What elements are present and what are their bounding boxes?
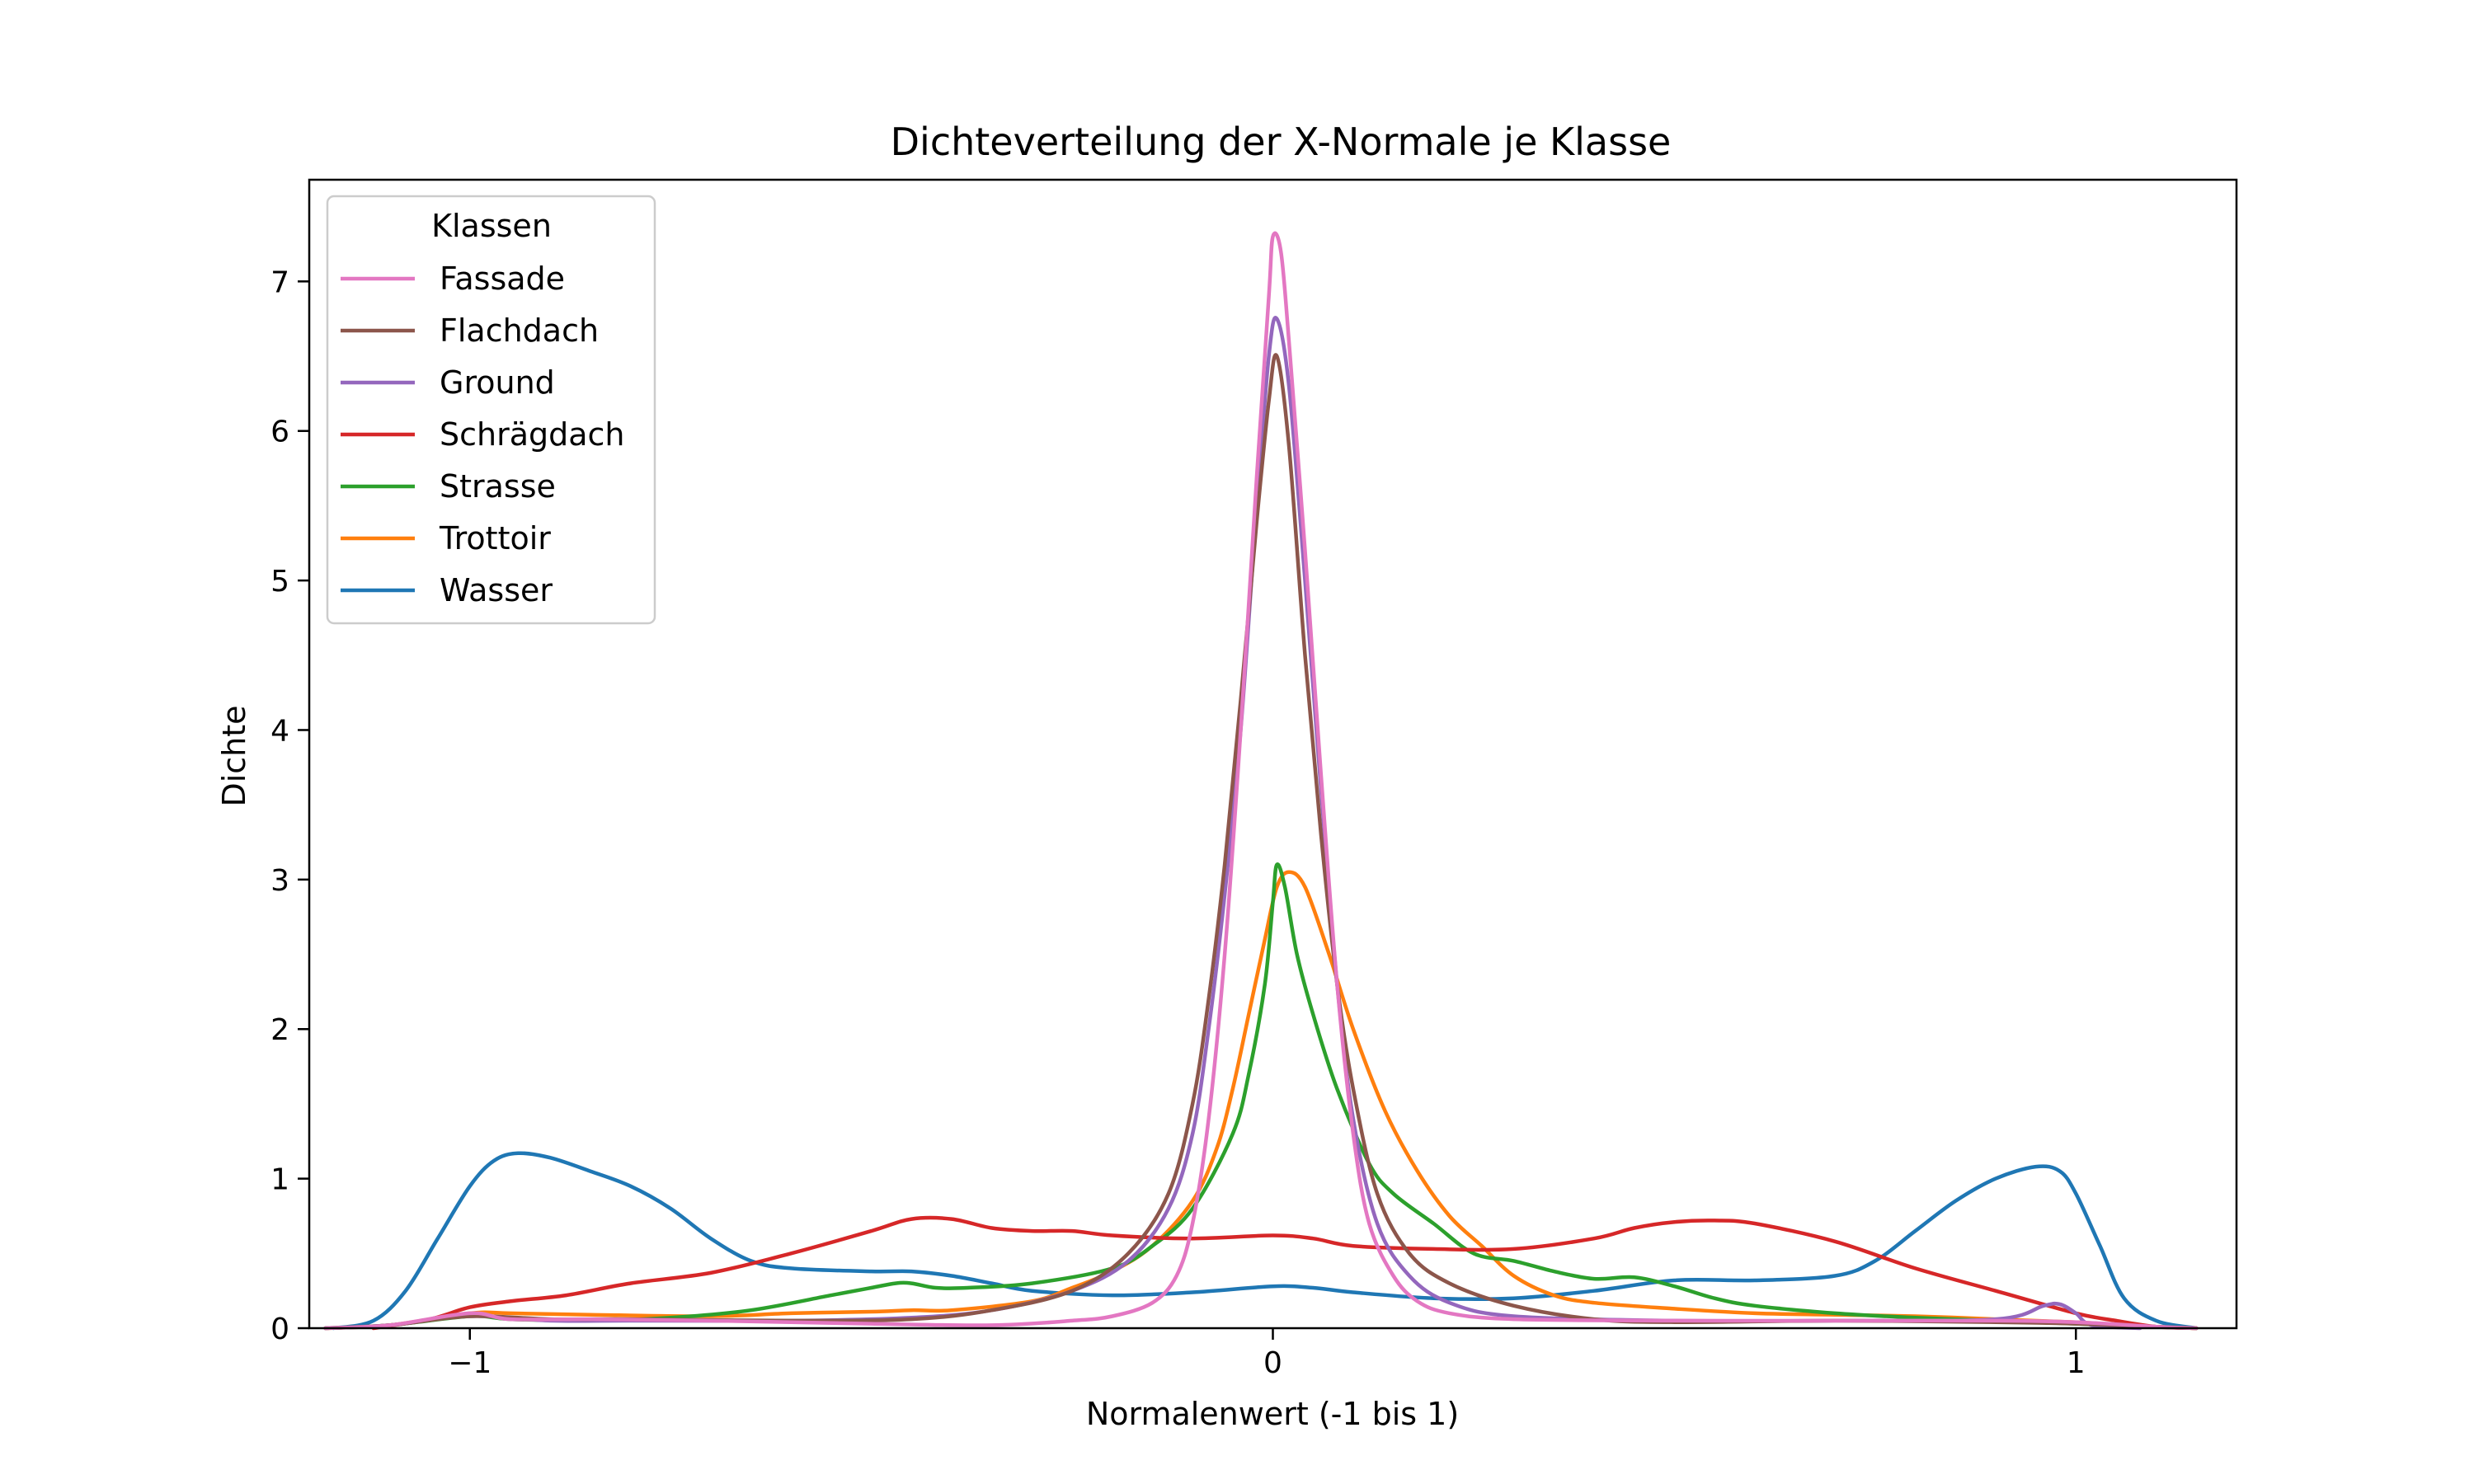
x-tick-label: 0 (1263, 1346, 1282, 1380)
y-tick-label: 6 (270, 416, 289, 449)
series-line-trottoir (323, 870, 2199, 1331)
y-tick-label: 5 (270, 565, 289, 599)
legend-label: Flachdach (440, 312, 599, 349)
legend-box (326, 195, 656, 625)
legend-label: Trottoir (439, 520, 551, 556)
legend-label: Strasse (440, 468, 556, 505)
y-tick-label: 2 (270, 1013, 289, 1047)
series-line-wasser (331, 1151, 2199, 1331)
y-tick-label: 4 (270, 714, 289, 748)
x-axis: −1 0 1 (448, 1328, 2086, 1380)
legend-item-flachdach: Flachdach (341, 312, 599, 349)
legend-item-ground: Ground (341, 364, 555, 401)
legend-label: Wasser (440, 572, 553, 608)
series-line-fassade (323, 231, 2199, 1331)
legend-item-trottoir: Trottoir (341, 520, 551, 556)
series-line-strasse (323, 862, 2199, 1331)
series-line-schragdach (371, 1215, 2199, 1331)
y-tick-label: 3 (270, 864, 289, 898)
legend-item-strasse: Strasse (341, 468, 556, 505)
y-tick-label: 0 (270, 1313, 289, 1346)
y-axis-label: Dichte (216, 705, 252, 806)
x-tick-label: 1 (2067, 1346, 2086, 1380)
y-tick-label: 1 (270, 1163, 289, 1197)
legend-item-schragdach: Schrägdach (341, 416, 625, 453)
legend-label: Fassade (440, 261, 565, 297)
legend-item-wasser: Wasser (341, 572, 553, 608)
legend-items: Fassade Flachdach Ground Schrägdach Strasse T… (341, 261, 625, 608)
legend-label: Schrägdach (440, 416, 625, 453)
y-axis: 0 1 2 3 4 5 6 7 (270, 265, 309, 1346)
y-tick-label: 7 (270, 265, 289, 299)
legend: Klassen Fassade Flachdach Ground Schrägdach… (326, 195, 656, 625)
x-tick-label: −1 (448, 1346, 492, 1380)
plot-lines (323, 231, 2199, 1331)
legend-item-fassade: Fassade (341, 261, 565, 297)
legend-title: Klassen (431, 208, 552, 244)
x-axis-label: Normalenwert (-1 bis 1) (1086, 1396, 1459, 1432)
chart-title: Dichteverteilung der X-Normale je Klasse (891, 120, 1672, 164)
legend-label: Ground (440, 364, 555, 401)
